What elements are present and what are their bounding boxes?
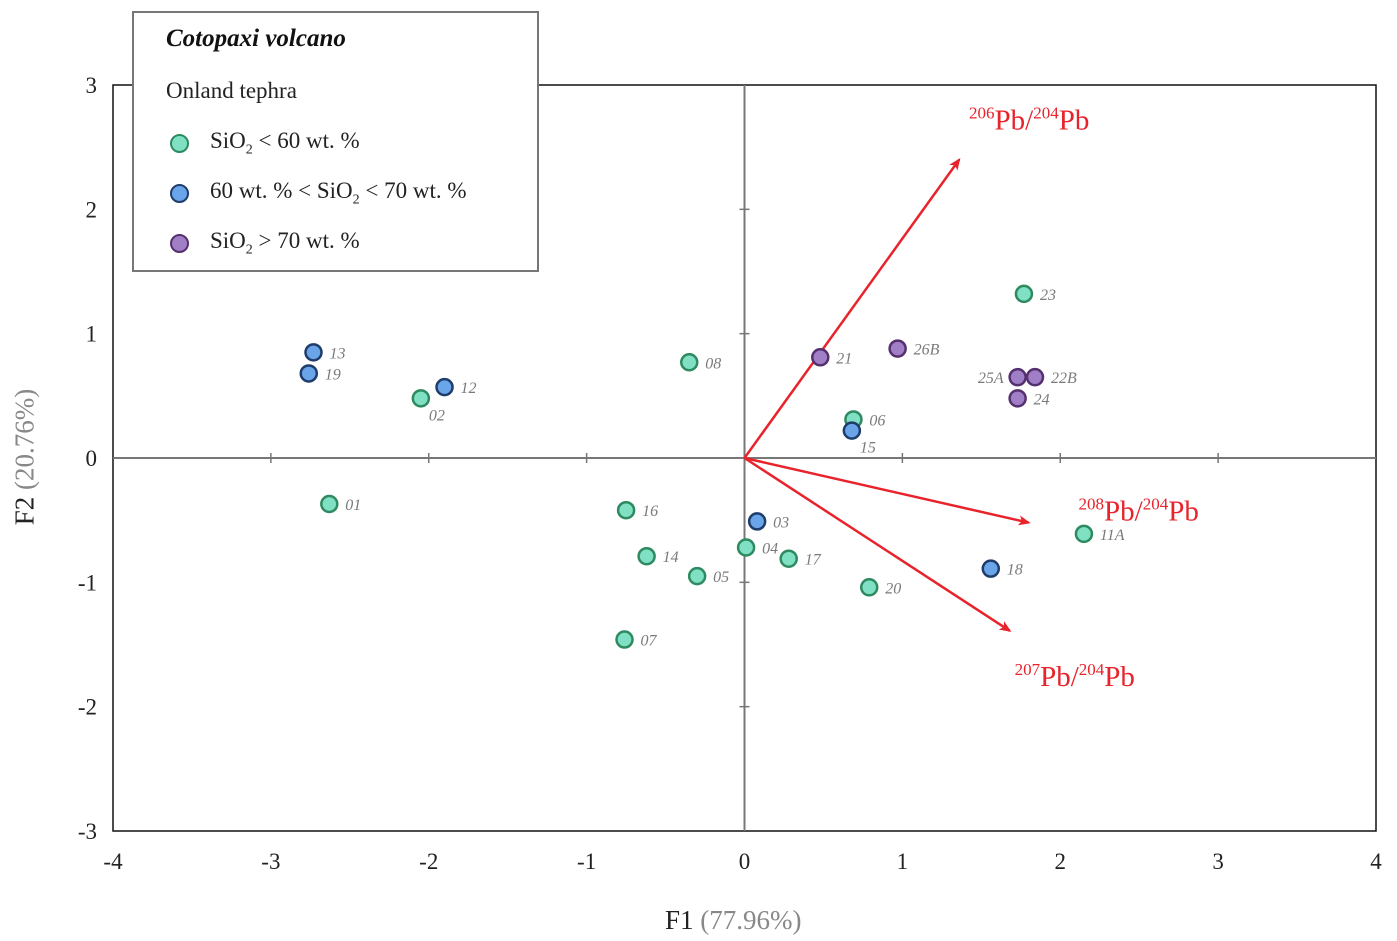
legend-item-high-silica: SiO2 > 70 wt. % [170, 228, 360, 258]
data-point [842, 421, 862, 440]
point-label: 22B [1051, 370, 1077, 387]
legend-marker-mid-silica [170, 183, 189, 203]
loading-vector [744, 456, 1031, 526]
point-label: 12 [461, 380, 477, 397]
point-label: 25A [978, 370, 1004, 387]
data-point [320, 494, 339, 514]
data-point [1008, 389, 1027, 408]
x-tick-label: 3 [1212, 849, 1224, 874]
x-tick-label: 2 [1055, 849, 1067, 874]
point-label: 24 [1034, 391, 1050, 408]
point-label: 26B [914, 342, 940, 359]
point-label: 11A [1100, 527, 1125, 544]
x-axis-title: F1 (77.96%) [665, 905, 802, 935]
vector-label: 207Pb/204Pb [1015, 660, 1135, 693]
data-point [615, 630, 634, 649]
point-label: 01 [345, 497, 361, 514]
x-tick-label: -3 [261, 849, 280, 874]
legend-text-mid-silica: 60 wt. % < SiO2 < 70 wt. % [210, 177, 467, 208]
x-tick-label: 4 [1370, 849, 1382, 874]
point-label: 03 [773, 514, 789, 531]
data-point [888, 339, 907, 358]
data-point [1025, 367, 1045, 387]
data-point [304, 343, 323, 362]
legend-item-low-silica: SiO2 < 60 wt. % [170, 128, 360, 158]
y-tick-label: 2 [86, 197, 98, 222]
legend-title: Cotopaxi volcano [166, 25, 346, 52]
x-tick-label: 0 [739, 849, 751, 874]
point-label: 13 [330, 345, 346, 362]
y-tick-label: 0 [86, 446, 98, 471]
y-tick-label: 3 [86, 73, 98, 98]
point-label: 08 [705, 355, 721, 372]
point-label: 19 [325, 366, 341, 383]
point-label: 17 [805, 552, 822, 569]
data-point [981, 559, 1001, 578]
data-point [747, 512, 767, 531]
point-label: 06 [869, 412, 885, 429]
vector-label: 206Pb/204Pb [969, 104, 1089, 137]
vector-label: 208Pb/204Pb [1079, 495, 1199, 528]
point-label: 15 [860, 440, 876, 457]
point-label: 05 [713, 569, 729, 586]
legend-item-mid-silica: 60 wt. % < SiO2 < 70 wt. % [170, 178, 467, 208]
data-point [1074, 524, 1094, 544]
loading-vector [743, 456, 1012, 632]
x-tick-label: -2 [419, 849, 438, 874]
point-label: 04 [762, 541, 778, 558]
y-axis-title: F2 (20.76%) [9, 388, 40, 526]
point-label: 14 [663, 549, 679, 566]
x-tick-label: -1 [577, 849, 596, 874]
x-tick-label: 1 [897, 849, 909, 874]
point-label: 02 [429, 407, 445, 424]
legend-marker-high-silica [170, 233, 189, 253]
legend-text-low-silica: SiO2 < 60 wt. % [210, 127, 360, 158]
x-tick-label: -4 [103, 849, 123, 874]
data-point [859, 578, 879, 597]
data-point [679, 353, 699, 372]
data-point [637, 546, 656, 566]
data-point [411, 389, 431, 408]
data-point [616, 500, 636, 520]
y-tick-label: -2 [78, 695, 97, 720]
loading-vector [743, 157, 961, 459]
data-point [779, 549, 798, 568]
data-point [1014, 284, 1034, 304]
data-point [435, 377, 454, 397]
data-point [811, 348, 830, 367]
legend-text-high-silica: SiO2 > 70 wt. % [210, 227, 360, 258]
legend-marker-low-silica [170, 133, 189, 153]
data-point [687, 566, 707, 586]
point-label: 20 [885, 580, 901, 597]
y-tick-label: -3 [78, 819, 97, 844]
data-point [1008, 367, 1027, 387]
y-tick-label: 1 [86, 322, 98, 347]
legend-subtitle: Onland tephra [166, 78, 297, 103]
point-label: 23 [1040, 287, 1056, 304]
point-label: 21 [836, 350, 852, 367]
y-tick-label: -1 [78, 570, 97, 595]
data-point [736, 538, 756, 557]
data-point [299, 364, 319, 383]
point-label: 18 [1007, 562, 1023, 579]
point-label: 16 [642, 503, 658, 520]
point-label: 07 [641, 633, 658, 650]
legend: Cotopaxi volcano Onland tephra SiO2 < 60… [132, 11, 539, 272]
